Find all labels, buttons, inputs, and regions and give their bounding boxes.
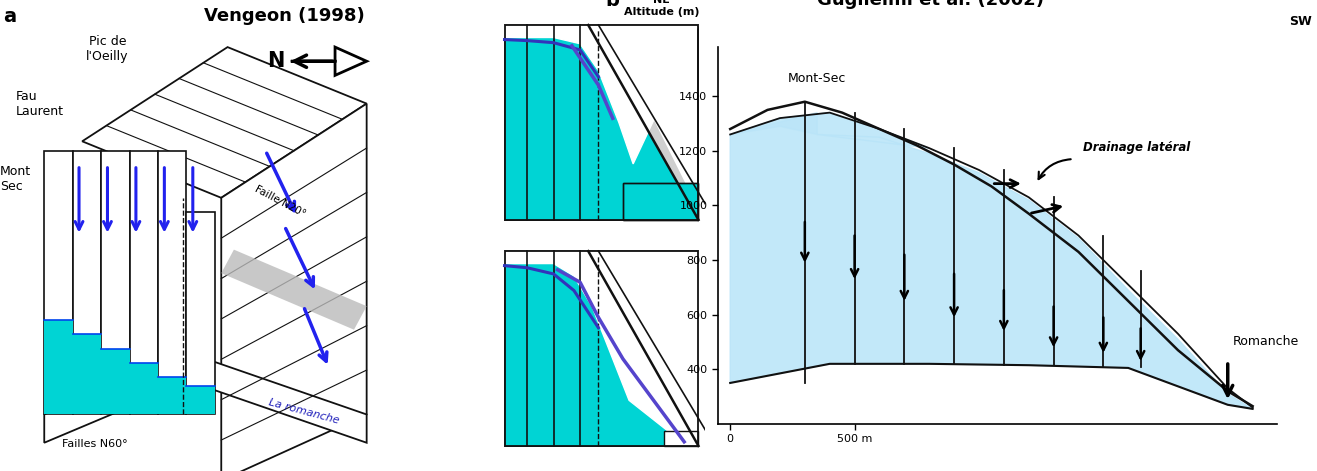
Text: Pic de
l'Oeilly: Pic de l'Oeilly xyxy=(86,35,129,63)
Bar xyxy=(72,151,101,414)
Polygon shape xyxy=(730,113,818,135)
Text: Guglielmi et al. (2002): Guglielmi et al. (2002) xyxy=(817,0,1044,8)
Polygon shape xyxy=(589,251,698,446)
Text: Failles N60°: Failles N60° xyxy=(62,439,128,449)
Bar xyxy=(158,151,187,414)
Text: La romanche: La romanche xyxy=(267,398,340,426)
Bar xyxy=(623,183,698,220)
Text: N: N xyxy=(267,51,284,71)
Polygon shape xyxy=(221,104,366,471)
Bar xyxy=(623,183,698,220)
Text: Vengeon (1998): Vengeon (1998) xyxy=(204,7,365,25)
Text: Drainage latéral: Drainage latéral xyxy=(1084,141,1191,154)
Polygon shape xyxy=(504,251,698,444)
Bar xyxy=(101,349,129,414)
Polygon shape xyxy=(82,47,366,198)
Text: Mont-Sec: Mont-Sec xyxy=(788,73,847,85)
Text: NE
Altitude (m): NE Altitude (m) xyxy=(624,0,699,17)
Bar xyxy=(45,151,72,414)
Polygon shape xyxy=(45,353,366,443)
Polygon shape xyxy=(504,251,698,446)
Bar xyxy=(664,431,698,446)
Text: Faille N20°: Faille N20° xyxy=(253,184,307,219)
Text: Romanche: Romanche xyxy=(1233,335,1299,349)
Text: Mont
Sec: Mont Sec xyxy=(0,165,32,193)
Polygon shape xyxy=(221,250,366,330)
Polygon shape xyxy=(504,25,698,164)
Text: SW: SW xyxy=(1289,15,1312,28)
Bar xyxy=(187,386,215,414)
Polygon shape xyxy=(504,25,698,220)
Polygon shape xyxy=(589,25,698,220)
Bar xyxy=(158,377,187,414)
Bar xyxy=(187,212,215,414)
Polygon shape xyxy=(730,113,1252,409)
Bar xyxy=(72,334,101,414)
Text: a: a xyxy=(3,7,16,26)
Bar xyxy=(129,151,158,414)
Bar xyxy=(45,320,72,414)
Bar xyxy=(101,151,129,414)
FancyArrow shape xyxy=(291,47,366,75)
Bar xyxy=(129,363,158,414)
Text: b: b xyxy=(606,0,620,9)
Text: Fau
Laurent: Fau Laurent xyxy=(16,89,63,118)
